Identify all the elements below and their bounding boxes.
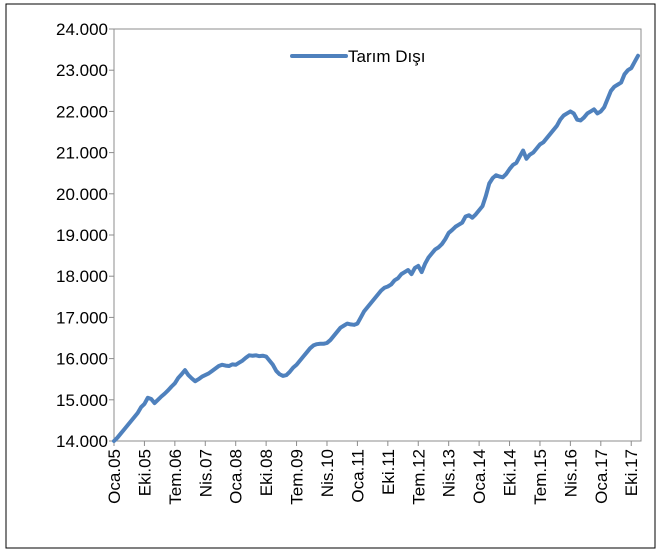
y-tick-label: 14.000 — [56, 432, 108, 451]
y-tick-label: 21.000 — [56, 144, 108, 163]
x-tick-label: Tem.09 — [288, 449, 307, 505]
x-tick-label: Tem.06 — [166, 449, 185, 505]
legend-label: Tarım Dışı — [348, 47, 425, 66]
x-tick-label: Oca.14 — [470, 449, 489, 504]
x-tick-label: Tem.15 — [531, 449, 550, 505]
x-tick-label: Eki.17 — [622, 449, 641, 496]
y-tick-label: 16.000 — [56, 350, 108, 369]
x-tick-label: Oca.17 — [592, 449, 611, 504]
y-tick-label: 18.000 — [56, 267, 108, 286]
y-tick-label: 17.000 — [56, 308, 108, 327]
y-tick-label: 15.000 — [56, 391, 108, 410]
x-tick-label: Eki.11 — [379, 449, 398, 495]
y-tick-label: 20.000 — [56, 185, 108, 204]
x-tick-label: Nis.07 — [196, 449, 215, 497]
y-tick-label: 23.000 — [56, 61, 108, 80]
x-tick-label: Nis.10 — [318, 449, 337, 497]
data-line — [112, 53, 640, 443]
x-tick-label: Nis.13 — [440, 449, 459, 497]
y-tick-label: 19.000 — [56, 226, 108, 245]
x-tick-label: Eki.05 — [135, 449, 154, 496]
x-tick-label: Tem.12 — [409, 449, 428, 505]
x-tick-label: Nis.16 — [561, 449, 580, 497]
x-tick-label: Oca.11 — [348, 449, 367, 503]
y-tick-label: 24.000 — [56, 20, 108, 39]
x-tick-label: Oca.08 — [227, 449, 246, 504]
x-tick-label: Oca.05 — [105, 449, 124, 504]
x-tick-label: Eki.08 — [257, 449, 276, 496]
x-tick-label: Eki.14 — [501, 449, 520, 496]
y-tick-label: 22.000 — [56, 102, 108, 121]
